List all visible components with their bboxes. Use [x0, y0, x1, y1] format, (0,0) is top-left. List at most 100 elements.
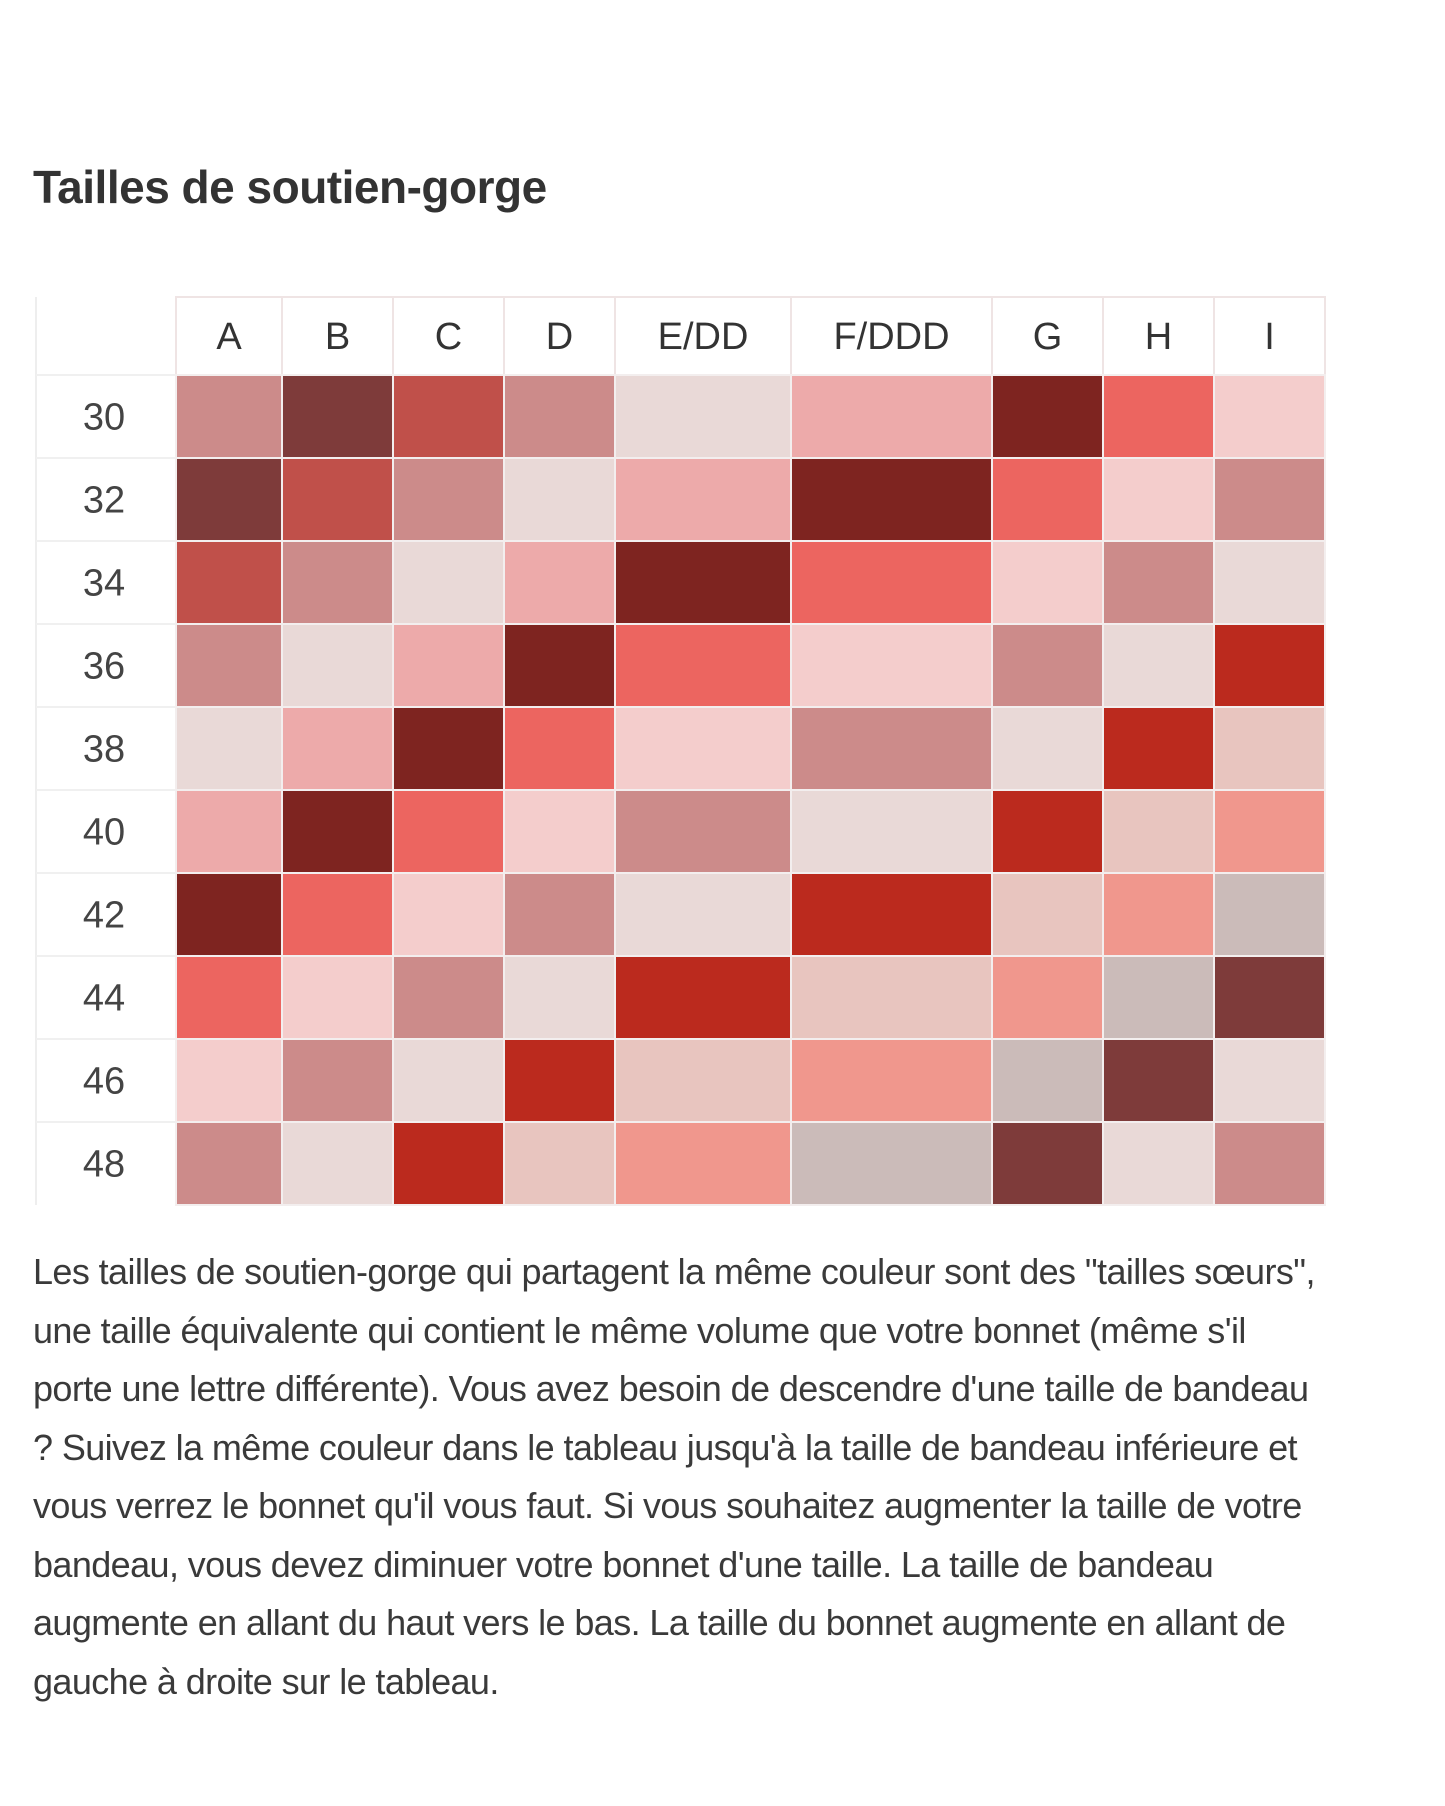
heatmap-cell: [1102, 374, 1215, 459]
heatmap-cell: [1213, 1121, 1326, 1206]
heatmap-cell: [1213, 706, 1326, 791]
heatmap-cell: [991, 623, 1104, 708]
heatmap-cell: [614, 706, 792, 791]
heatmap-cell: [614, 1038, 792, 1123]
heatmap-cell: [1213, 540, 1326, 625]
heatmap-cell: [614, 789, 792, 874]
column-header-cell: [1213, 296, 1326, 376]
heatmap-cell: [1102, 872, 1215, 957]
column-header-label: C: [435, 316, 462, 358]
heatmap-cell: [392, 1121, 505, 1206]
heatmap-cell: [1213, 1038, 1326, 1123]
heatmap-cell: [1213, 374, 1326, 459]
column-header-label: I: [1264, 316, 1275, 358]
heatmap-cell: [1102, 1038, 1215, 1123]
heatmap-cell: [503, 955, 616, 1040]
row-label: 34: [83, 563, 125, 605]
heatmap-cell: [790, 1121, 993, 1206]
heatmap-cell: [1102, 789, 1215, 874]
heatmap-cell: [790, 457, 993, 542]
description-paragraph: Les tailles de soutien-gorge qui partage…: [33, 1251, 1315, 1702]
heatmap-cell: [503, 789, 616, 874]
heatmap-cell: [281, 1121, 394, 1206]
heatmap-cell: [614, 1121, 792, 1206]
heatmap-cell: [175, 623, 283, 708]
heatmap-cell: [392, 540, 505, 625]
heatmap-cell: [614, 955, 792, 1040]
heatmap-cell: [392, 706, 505, 791]
heatmap-cell: [790, 706, 993, 791]
heatmap-cell: [392, 457, 505, 542]
heatmap-cell: [991, 1038, 1104, 1123]
row-label: 44: [83, 978, 125, 1020]
heatmap-cell: [281, 540, 394, 625]
heatmap-cell: [1213, 457, 1326, 542]
heatmap-cell: [392, 872, 505, 957]
heatmap-cell: [281, 872, 394, 957]
row-label: 40: [83, 812, 125, 854]
heatmap-cell: [503, 1038, 616, 1123]
heatmap-cell: [991, 706, 1104, 791]
heatmap-cell: [392, 789, 505, 874]
row-label: 32: [83, 480, 125, 522]
heatmap-cell: [1213, 955, 1326, 1040]
column-header-cell: [392, 296, 505, 376]
heatmap-cell: [281, 789, 394, 874]
row-label: 36: [83, 646, 125, 688]
heatmap-cell: [1102, 623, 1215, 708]
heatmap-cell: [503, 540, 616, 625]
heatmap-cell: [392, 374, 505, 459]
heatmap-cell: [614, 872, 792, 957]
heatmap-cell: [175, 457, 283, 542]
heatmap-cell: [503, 623, 616, 708]
column-header-label: A: [216, 316, 242, 358]
column-header-label: E/DD: [658, 316, 749, 358]
column-header-cell: [614, 296, 792, 376]
heatmap-cell: [281, 457, 394, 542]
heatmap-cell: [790, 955, 993, 1040]
heatmap-cell: [175, 540, 283, 625]
heatmap-cell: [281, 623, 394, 708]
heatmap-cell: [614, 540, 792, 625]
heatmap-cell: [1102, 706, 1215, 791]
heatmap-cell: [175, 374, 283, 459]
heatmap-cell: [991, 457, 1104, 542]
heatmap-cell: [175, 955, 283, 1040]
heatmap-cell: [991, 1121, 1104, 1206]
heatmap-cell: [392, 955, 505, 1040]
row-label: 48: [83, 1144, 125, 1186]
heatmap-cell: [991, 872, 1104, 957]
heatmap-cell: [790, 872, 993, 957]
heatmap-cell: [991, 789, 1104, 874]
column-header-cell: [175, 296, 283, 376]
heatmap-cell: [790, 789, 993, 874]
column-header-cell: [503, 296, 616, 376]
heatmap-cell: [392, 623, 505, 708]
sister-size-heatmap: A B C D E/DD F/DDD G H I 30 32 34 36 38 40 42 44 46 48: [35, 296, 1326, 1206]
heatmap-cell: [281, 1038, 394, 1123]
column-header-label: D: [546, 316, 573, 358]
heatmap-cell: [1213, 872, 1326, 957]
row-label: 38: [83, 729, 125, 771]
heatmap-cell: [614, 623, 792, 708]
heatmap-cell: [392, 1038, 505, 1123]
heatmap-cell: [175, 1121, 283, 1206]
heatmap-cell: [503, 706, 616, 791]
heatmap-cell: [614, 374, 792, 459]
heatmap-cell: [1213, 789, 1326, 874]
column-header-label: B: [325, 316, 350, 358]
heatmap-cell: [1102, 955, 1215, 1040]
heatmap-cell: [175, 706, 283, 791]
heatmap-cell: [175, 1038, 283, 1123]
heatmap-cell: [1213, 623, 1326, 708]
heatmap-cell: [790, 1038, 993, 1123]
heatmap-cell: [991, 540, 1104, 625]
row-label: 42: [83, 895, 125, 937]
column-header-label: G: [1033, 316, 1063, 358]
heatmap-cell: [614, 457, 792, 542]
row-label: 30: [83, 397, 125, 439]
column-header-cell: [790, 296, 993, 376]
heatmap-cell: [175, 789, 283, 874]
heatmap-cell: [281, 706, 394, 791]
column-header-label: F/DDD: [833, 316, 949, 358]
